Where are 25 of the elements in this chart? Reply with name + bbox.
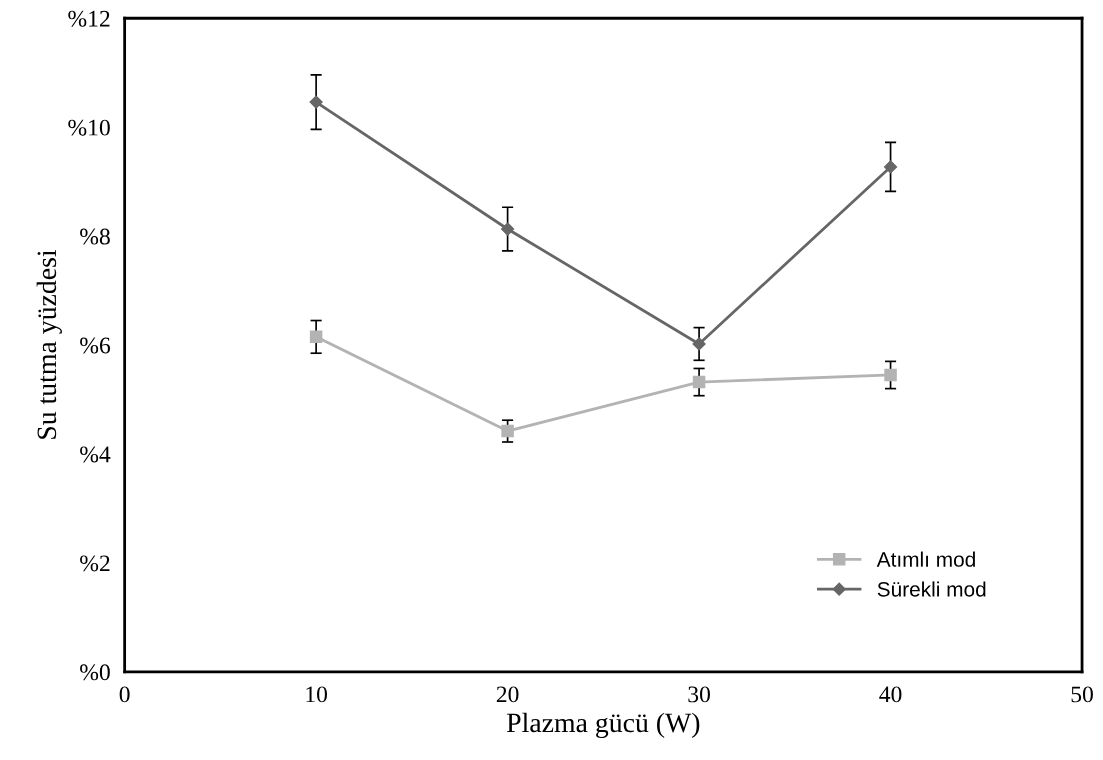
point [309, 95, 323, 109]
x-tick-label: 10 [306, 686, 328, 703]
y-tick-label: %12 [68, 10, 110, 27]
legend-label: Sürekli mod [877, 581, 986, 597]
point [501, 424, 514, 438]
y-tick-label: %8 [80, 228, 110, 245]
legend-label: Atımlı mod [876, 551, 975, 567]
y-tick-label: %0 [80, 664, 110, 681]
point [883, 160, 898, 174]
y-tick-label: %10 [68, 119, 110, 136]
point [501, 222, 515, 236]
y-tick-label: %6 [80, 337, 111, 354]
point [692, 337, 706, 351]
y-tick-label: %2 [80, 555, 110, 572]
point [309, 330, 323, 344]
x-tick-label: 40 [879, 686, 902, 703]
point [692, 375, 706, 389]
x-tick-label: 30 [688, 686, 710, 703]
x-tick-label: 0 [119, 686, 130, 703]
x-tick-label: 50 [1071, 686, 1093, 703]
x-axis-title: Plazma gücü (W) [506, 712, 700, 738]
point [884, 368, 897, 382]
y-tick-label: %4 [80, 446, 111, 463]
x-tick-label: 20 [496, 686, 519, 703]
y-axis-title: Su tutma yüzdesi [36, 249, 62, 439]
